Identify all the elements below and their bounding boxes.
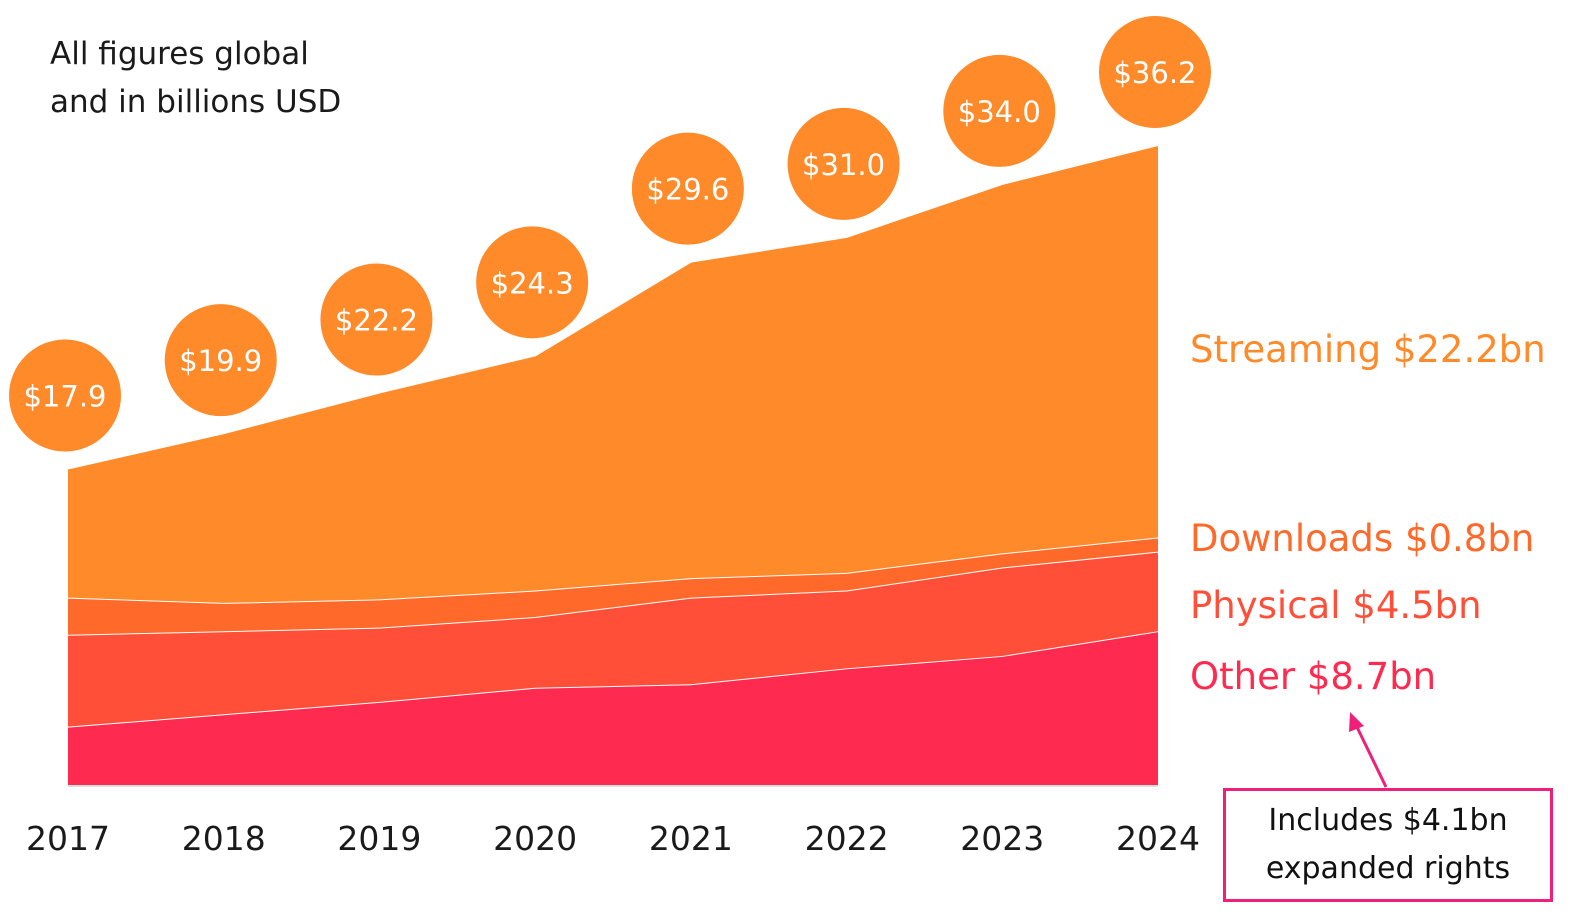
total-label: $19.9: [179, 344, 262, 378]
boundary-streaming: [67, 144, 1159, 470]
x-tick-label: 2020: [493, 819, 577, 858]
total-bubble: [320, 263, 433, 376]
arrow-head-icon: [1349, 712, 1364, 732]
note-line-1: All figures global: [50, 36, 309, 72]
label-downloads: Downloads $0.8bn: [1190, 517, 1535, 560]
area-streaming: [68, 145, 1158, 603]
x-tick-label: 2022: [805, 819, 889, 858]
total-label: $17.9: [23, 380, 106, 414]
area-other: [68, 631, 1158, 785]
total-bubble: [164, 304, 277, 417]
total-label: $24.3: [491, 266, 574, 300]
total-bubble: [9, 339, 121, 452]
callout-box: Includes $4.1bn expanded rights: [1223, 788, 1553, 902]
total-bubble: [631, 132, 744, 245]
x-tick-label: 2023: [960, 819, 1044, 858]
callout-line-2: expanded rights: [1265, 851, 1511, 886]
total-label: $29.6: [646, 173, 729, 207]
total-label: $31.0: [802, 148, 885, 182]
total-bubble: [787, 107, 900, 220]
total-label: $36.2: [1113, 56, 1196, 90]
x-tick-label: 2021: [649, 819, 733, 858]
area-physical: [68, 551, 1158, 727]
x-tick-label: 2019: [337, 819, 421, 858]
x-tick-label: 2017: [26, 819, 110, 858]
callout-line-1: Includes $4.1bn: [1268, 803, 1508, 838]
total-bubble: [476, 226, 589, 339]
boundary-downloads: [67, 536, 1159, 604]
total-label: $34.0: [958, 95, 1041, 129]
note-line-2: and in billions USD: [50, 84, 342, 120]
total-bubble: [1099, 16, 1211, 128]
label-other: Other $8.7bn: [1190, 655, 1437, 698]
x-tick-label: 2024: [1116, 819, 1200, 858]
total-bubble: [943, 54, 1056, 167]
label-streaming: Streaming $22.2bn: [1190, 328, 1546, 371]
x-tick-label: 2018: [182, 819, 266, 858]
callout-arrow: [1354, 724, 1388, 788]
area-downloads: [68, 537, 1158, 635]
total-label: $22.2: [335, 304, 418, 338]
label-physical: Physical $4.5bn: [1190, 584, 1482, 627]
units-note: All figures global and in billions USD: [50, 30, 341, 126]
